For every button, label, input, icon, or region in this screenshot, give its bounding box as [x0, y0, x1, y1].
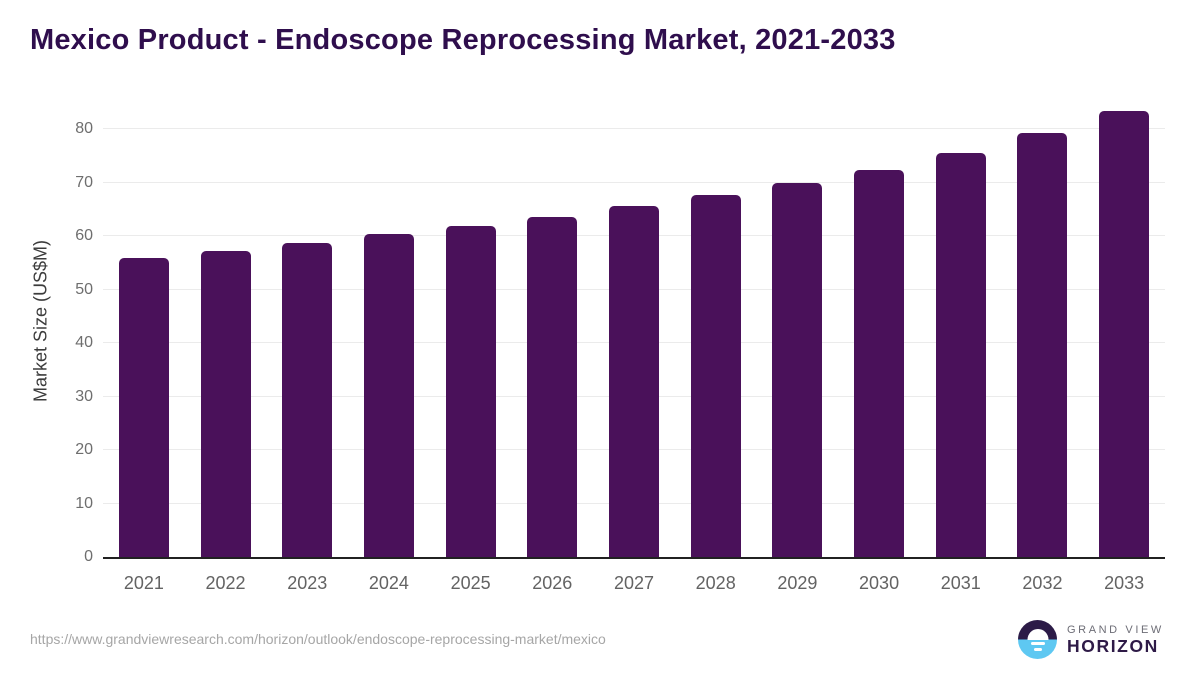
bar-2030 [854, 170, 905, 557]
y-tick-label: 10 [75, 494, 93, 512]
bar-2029 [772, 183, 823, 557]
x-tick-label: 2027 [613, 573, 655, 593]
sun-reflection-line [1033, 648, 1042, 651]
bar-2026 [527, 216, 578, 557]
bar-2032 [1017, 132, 1068, 557]
x-tick-label: 2029 [777, 573, 818, 593]
bar-2027 [609, 206, 659, 557]
y-tick-label: 50 [75, 280, 93, 298]
bar-2025 [445, 225, 496, 557]
x-tick-label: 2025 [450, 573, 491, 593]
plot-area: 0 10 20 30 40 50 60 70 80 2021 2022 2023 2024 2025 202… [75, 100, 1165, 592]
x-tick-label: 2031 [940, 573, 981, 593]
horizon-sun-icon [1018, 620, 1057, 659]
x-tick-label: 2024 [368, 573, 409, 593]
x-tick-label: 2022 [205, 573, 246, 593]
y-tick-label: 30 [75, 387, 93, 405]
x-tick-label: 2026 [532, 573, 573, 593]
x-tick-label: 2021 [123, 573, 164, 593]
source-url: https://www.grandviewresearch.com/horizo… [30, 631, 606, 647]
y-tick-label: 60 [75, 227, 93, 244]
gridline [103, 181, 1165, 183]
bar-2022 [200, 250, 251, 557]
gridline [103, 128, 1165, 129]
x-tick-label: 2028 [695, 573, 736, 593]
y-tick-label: 80 [75, 120, 93, 137]
sun-reflection-line [1030, 642, 1045, 645]
x-tick-label: 2033 [1104, 573, 1145, 593]
bar-2028 [690, 194, 741, 557]
bar-2031 [935, 153, 986, 557]
y-tick-label: 70 [75, 173, 93, 191]
bar-2021 [118, 258, 169, 557]
y-tick-label: 20 [75, 441, 93, 458]
logo-text-grand-view: GRAND VIEW [1067, 623, 1164, 636]
logo-text-horizon: HORIZON [1067, 635, 1159, 656]
y-tick-label: 0 [84, 548, 93, 565]
bar-2023 [282, 242, 333, 557]
bar-2024 [363, 234, 414, 557]
chart-title: Mexico Product - Endoscope Reprocessing … [30, 24, 896, 56]
x-tick-label: 2023 [287, 573, 328, 593]
logo-text: GRAND VIEW HORIZON [1067, 624, 1164, 656]
x-tick-label: 2030 [859, 573, 900, 593]
y-tick-label: 40 [75, 334, 93, 351]
y-axis-title: Market Size (US$M) [30, 239, 51, 403]
sun-dome-shape [1027, 628, 1048, 640]
x-tick-label: 2032 [1022, 573, 1063, 593]
bar-2033 [1099, 110, 1150, 557]
grand-view-horizon-logo: GRAND VIEW HORIZON [1018, 620, 1164, 659]
